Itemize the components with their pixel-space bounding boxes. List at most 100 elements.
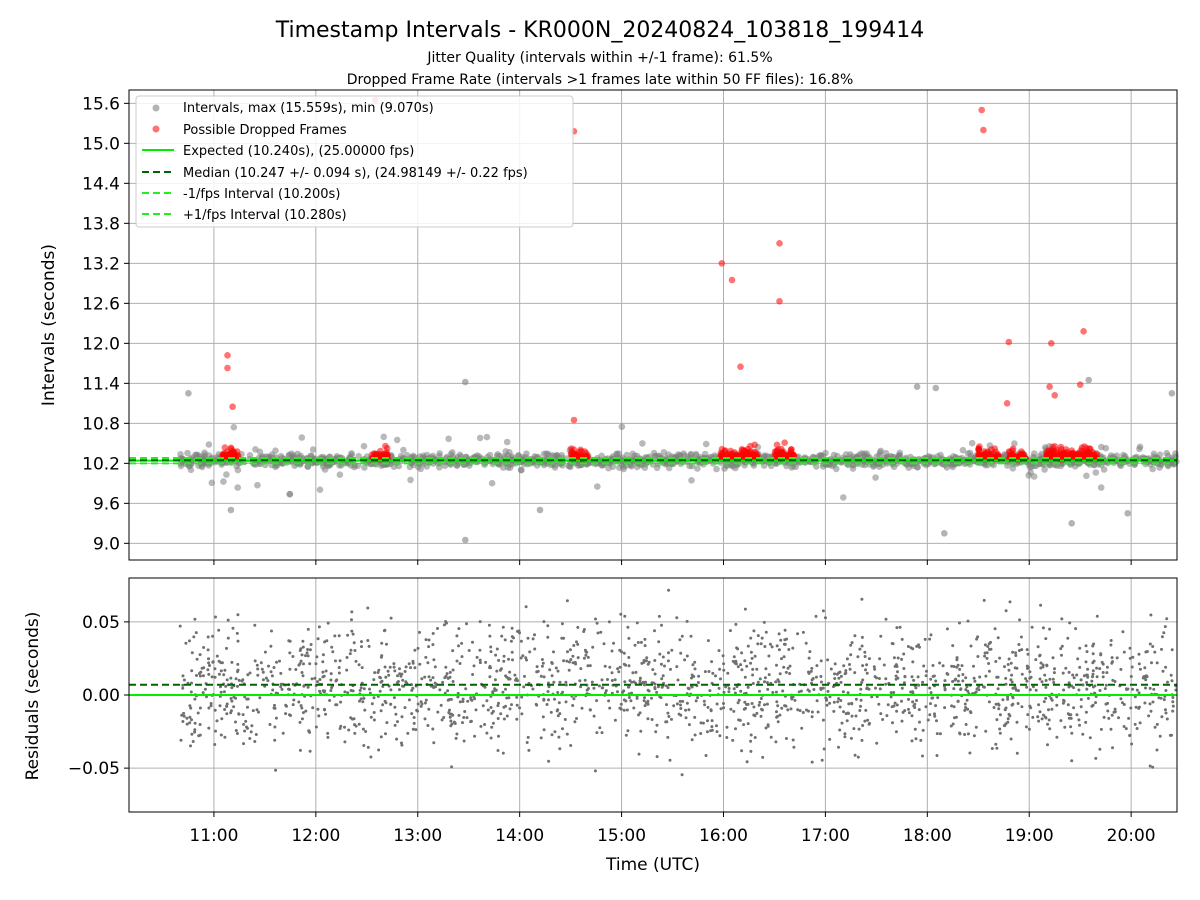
legend-label-plus-fps: +1/fps Interval (10.280s) (183, 208, 347, 223)
residuals-x-ticks: 11:00 12:00 13:00 14:00 15:00 16:00 17:00 18:00… (189, 812, 1156, 846)
residual-point (1070, 731, 1074, 735)
residual-point (751, 667, 755, 671)
interval-point (193, 451, 200, 459)
residual-point (414, 728, 418, 732)
interval-point (660, 449, 668, 456)
legend-label-minus-fps: -1/fps Interval (10.200s) (183, 187, 340, 202)
residual-point (832, 709, 836, 713)
residual-point (811, 677, 815, 680)
residual-point (807, 709, 810, 713)
residuals-x-tick-label: 11:00 (189, 826, 238, 846)
residual-point (760, 636, 764, 640)
residual-point (966, 732, 970, 736)
residual-point (646, 717, 650, 721)
residual-point (389, 688, 393, 692)
residual-point (307, 729, 311, 733)
residual-point (245, 725, 248, 729)
residual-point (1144, 650, 1148, 654)
residual-point (1072, 676, 1076, 680)
residual-point (775, 663, 778, 667)
residual-point (1144, 686, 1147, 690)
residual-point (858, 647, 862, 651)
residual-point (343, 740, 347, 744)
residual-point (267, 664, 270, 668)
residual-point (810, 760, 814, 764)
residual-point (931, 664, 935, 667)
intervals-reference-lines (129, 457, 1177, 465)
residual-point (775, 710, 778, 714)
residual-point (490, 725, 494, 729)
residual-point (672, 704, 676, 708)
residual-point (934, 704, 938, 708)
residual-point (878, 657, 882, 661)
residual-point (573, 660, 577, 664)
residual-point (424, 638, 428, 642)
interval-point (506, 464, 514, 472)
residual-point (666, 711, 670, 715)
residuals-x-tick-label: 17:00 (801, 826, 850, 846)
residual-point (396, 720, 399, 724)
residual-point (548, 668, 552, 672)
residual-point (460, 641, 464, 645)
residual-point (366, 745, 370, 749)
residual-point (740, 668, 744, 672)
residual-point (777, 648, 781, 652)
residuals-x-tick-label: 18:00 (903, 826, 952, 846)
residual-point (542, 675, 546, 679)
intervals-y-axis-label: Intervals (seconds) (39, 244, 59, 406)
residual-point (1101, 671, 1105, 674)
residual-point (861, 678, 865, 682)
residual-point (848, 663, 851, 666)
residual-point (993, 627, 997, 631)
residual-point (566, 650, 569, 654)
residual-point (411, 727, 415, 731)
residual-point (675, 702, 679, 706)
residual-point (821, 609, 825, 613)
residual-point (510, 650, 514, 654)
residual-point (836, 700, 840, 704)
residual-point (838, 705, 842, 709)
residual-point (379, 680, 383, 684)
residual-point (689, 634, 693, 638)
residual-point (467, 649, 471, 652)
residual-point (963, 733, 967, 736)
residual-point (1109, 643, 1113, 647)
residual-point (1134, 705, 1138, 709)
residual-point (784, 670, 788, 674)
residual-point (337, 671, 341, 675)
residual-point (507, 677, 511, 681)
residual-point (742, 723, 746, 727)
residual-point (668, 758, 672, 762)
residual-point (222, 690, 226, 694)
residual-point (1017, 689, 1020, 693)
residual-point (300, 671, 304, 674)
residual-point (255, 708, 259, 712)
residual-point (278, 659, 281, 663)
residual-point (419, 704, 423, 708)
residual-point (756, 642, 760, 646)
residual-point (780, 706, 784, 710)
residual-point (1016, 702, 1020, 705)
dropped-frame-point (788, 446, 795, 453)
residual-point (663, 664, 666, 668)
residual-point (1026, 713, 1030, 717)
residual-point (769, 735, 773, 739)
intervals-legend: Intervals, max (15.559s), min (9.070s) P… (135, 95, 574, 228)
residual-point (821, 718, 825, 722)
residual-point (791, 738, 795, 742)
residual-point (575, 640, 578, 644)
residual-point (839, 680, 843, 684)
interval-point (872, 474, 879, 481)
interval-outlier-point (185, 390, 192, 397)
residuals-x-tick-label: 16:00 (699, 826, 748, 846)
residual-point (526, 636, 530, 640)
residual-point (557, 701, 561, 705)
residual-point (972, 734, 976, 738)
residual-point (225, 702, 229, 706)
residual-point (488, 664, 492, 668)
residual-point (300, 717, 304, 721)
residual-point (1163, 708, 1167, 712)
residual-point (1020, 705, 1024, 709)
residual-point (314, 662, 318, 666)
residual-point (884, 617, 888, 621)
